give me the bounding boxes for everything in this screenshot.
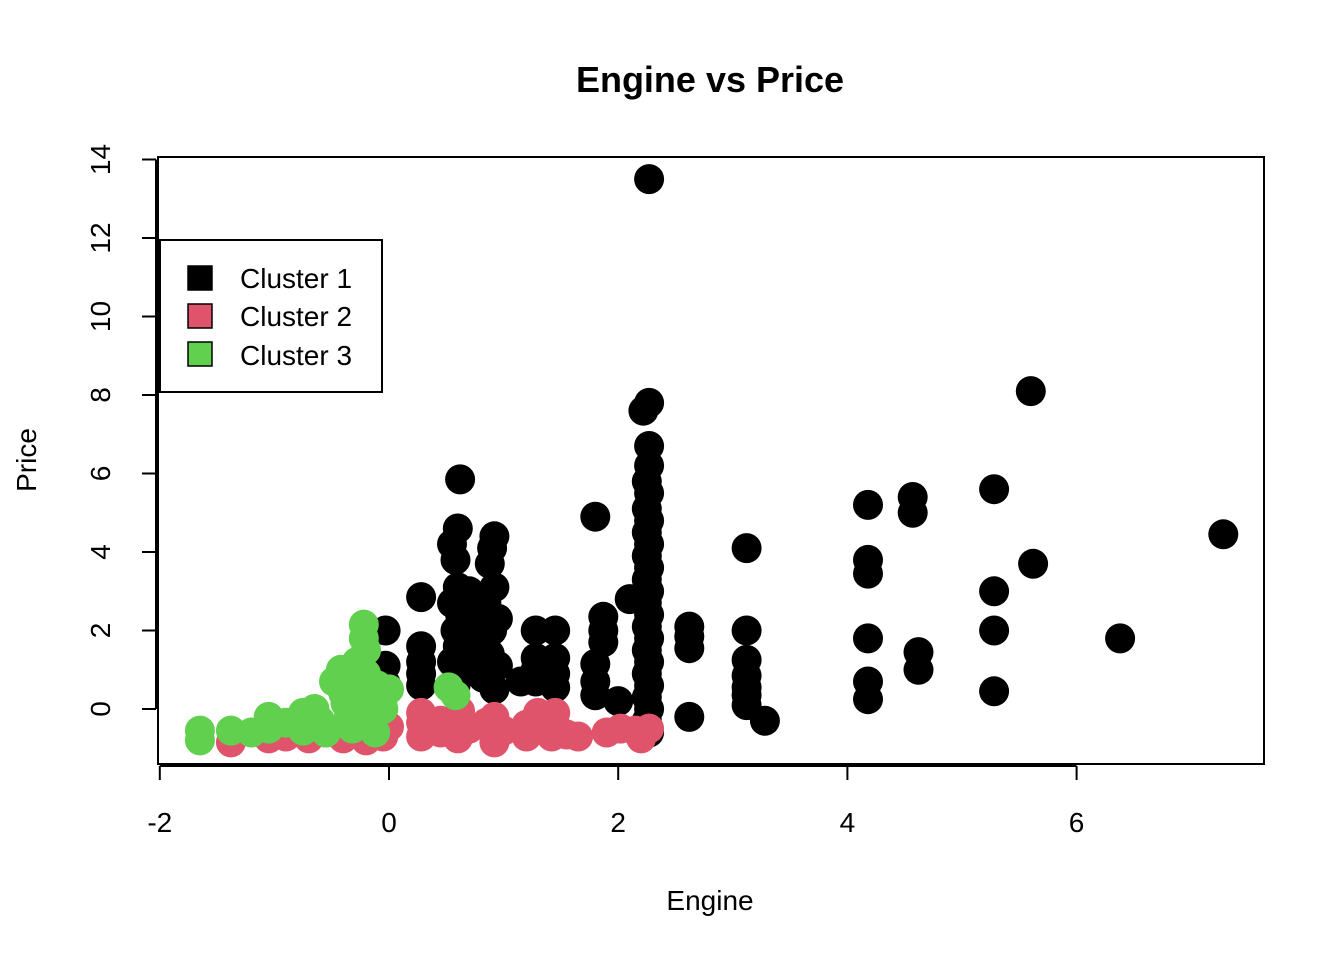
data-point-cluster-2 <box>488 715 519 746</box>
data-point-cluster-1 <box>406 670 437 701</box>
y-tick-label: 6 <box>85 466 116 482</box>
data-point-cluster-1 <box>731 533 762 564</box>
data-point-cluster-1 <box>853 489 883 520</box>
y-tick-label: 2 <box>85 623 116 639</box>
data-point-cluster-3 <box>360 717 391 748</box>
x-tick-label: -2 <box>147 807 172 838</box>
chart-title: Engine vs Price <box>576 59 844 100</box>
data-point-cluster-1 <box>628 395 659 426</box>
data-point-cluster-1 <box>979 615 1010 646</box>
data-point-cluster-1 <box>505 666 536 697</box>
data-point-cluster-3 <box>311 717 341 748</box>
data-point-cluster-1 <box>979 474 1010 505</box>
data-point-cluster-1 <box>903 654 934 685</box>
data-point-cluster-1 <box>897 497 928 528</box>
x-axis: -2 0 2 4 6 <box>147 765 1085 838</box>
x-tick-label: 2 <box>610 807 626 838</box>
data-point-cluster-1 <box>440 544 471 575</box>
y-tick-label: 14 <box>85 144 116 175</box>
data-point-cluster-2 <box>563 721 594 752</box>
data-point-cluster-1 <box>853 623 883 654</box>
data-point-cluster-1 <box>979 676 1010 707</box>
data-point-cluster-1 <box>580 680 611 711</box>
data-point-cluster-1 <box>406 582 437 613</box>
y-axis-label: Price <box>11 428 42 492</box>
y-tick-label: 8 <box>85 387 116 403</box>
data-point-cluster-1 <box>463 646 494 677</box>
plot-area-frame <box>157 156 1265 765</box>
data-point-cluster-1 <box>674 633 705 664</box>
data-point-cluster-1 <box>445 464 476 495</box>
y-axis: 0 2 4 6 8 10 12 14 <box>85 144 157 717</box>
legend-label-cluster-1: Cluster 1 <box>240 263 352 294</box>
legend-swatch-cluster-1 <box>187 265 213 291</box>
data-points <box>184 164 1239 758</box>
data-point-cluster-1 <box>731 615 762 646</box>
data-point-cluster-1 <box>454 576 485 607</box>
data-point-cluster-1 <box>540 615 571 646</box>
data-point-cluster-1 <box>479 674 510 705</box>
data-point-cluster-1 <box>1105 623 1136 654</box>
x-tick-label: 4 <box>840 807 856 838</box>
legend-label-cluster-2: Cluster 2 <box>240 301 352 332</box>
data-point-cluster-1 <box>580 501 611 532</box>
data-point-cluster-1 <box>853 558 883 589</box>
x-tick-label: 0 <box>381 807 397 838</box>
y-tick-label: 10 <box>85 301 116 332</box>
data-point-cluster-1 <box>853 684 883 715</box>
data-point-cluster-1 <box>979 576 1010 607</box>
data-point-cluster-2 <box>634 713 665 744</box>
data-point-cluster-3 <box>440 680 471 711</box>
data-point-cluster-1 <box>603 686 634 717</box>
data-point-cluster-1 <box>614 584 645 615</box>
data-point-cluster-3 <box>351 635 382 666</box>
data-point-cluster-1 <box>454 619 485 650</box>
y-tick-label: 0 <box>85 701 116 717</box>
x-tick-label: 6 <box>1069 807 1085 838</box>
legend-label-cluster-3: Cluster 3 <box>240 340 352 371</box>
legend-swatch-cluster-3 <box>187 341 213 367</box>
data-point-cluster-1 <box>1018 548 1049 579</box>
legend: Cluster 1 Cluster 2 Cluster 3 <box>159 239 383 393</box>
data-point-cluster-3 <box>184 725 215 756</box>
data-point-cluster-1 <box>474 548 505 579</box>
data-point-cluster-3 <box>374 674 404 705</box>
data-point-cluster-1 <box>1208 519 1239 550</box>
y-tick-label: 12 <box>85 222 116 253</box>
data-point-cluster-1 <box>674 701 705 732</box>
data-point-cluster-1 <box>1015 376 1046 407</box>
legend-swatch-cluster-2 <box>187 303 213 329</box>
x-axis-label: Engine <box>666 885 753 916</box>
data-point-cluster-1 <box>634 164 665 195</box>
y-tick-label: 4 <box>85 544 116 560</box>
data-point-cluster-1 <box>540 672 571 703</box>
data-point-cluster-1 <box>749 705 780 736</box>
